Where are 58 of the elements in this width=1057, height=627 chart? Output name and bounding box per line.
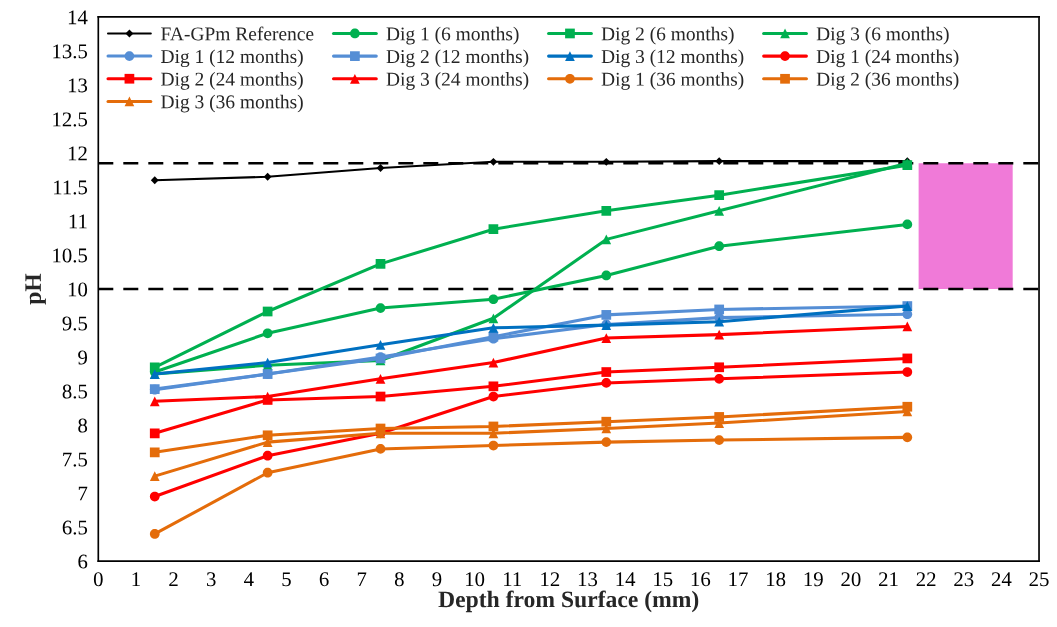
x-tick-label: 18 <box>767 572 786 587</box>
y-tick-label: 7.5 <box>63 452 88 467</box>
legend-label: Dig 3 (12 months) <box>601 49 744 68</box>
legend-label: Dig 2 (6 months) <box>601 26 734 45</box>
x-tick-label: 11 <box>504 572 521 587</box>
x-tick-label: 0 <box>93 572 103 587</box>
x-tick-label: 3 <box>206 572 216 587</box>
legend-label: Dig 1 (6 months) <box>386 26 519 45</box>
legend-label: Dig 3 (6 months) <box>816 26 949 45</box>
x-tick-label: 16 <box>691 572 711 587</box>
x-tick-label: 15 <box>654 572 673 587</box>
y-tick-label: 13 <box>68 78 88 93</box>
legend-label: Dig 1 (12 months) <box>161 49 303 68</box>
x-tick-label: 13 <box>578 572 598 587</box>
x-tick-label: 9 <box>432 572 442 587</box>
legend-label: FA-GPm Reference <box>161 26 314 41</box>
x-tick-label: 4 <box>244 572 254 587</box>
y-tick-label: 6 <box>78 554 88 569</box>
x-tick-label: 19 <box>804 572 823 587</box>
y-tick-label: 12.5 <box>53 112 88 127</box>
legend-label: Dig 2 (12 months) <box>386 49 529 68</box>
x-tick-label: 22 <box>916 572 936 587</box>
legend-label: Dig 1 (24 months) <box>816 49 959 68</box>
y-tick-label: 9.5 <box>62 316 88 331</box>
legend-label: Dig 2 (36 months) <box>816 72 959 90</box>
x-axis-title: Depth from Surface (mm) <box>438 590 699 613</box>
x-tick-label: 7 <box>357 572 367 587</box>
x-tick-label: 12 <box>541 572 560 587</box>
y-tick-label: 11.5 <box>54 180 88 195</box>
x-tick-label: 8 <box>394 572 404 587</box>
y-tick-label: 14 <box>68 10 88 25</box>
y-tick-label: 8.5 <box>62 384 88 399</box>
legend-label: Dig 1 (36 months) <box>601 72 744 90</box>
y-tick-label: 8 <box>78 418 88 433</box>
y-tick-label: 10 <box>68 282 88 297</box>
y-tick-label: 12 <box>68 146 87 161</box>
legend-label: Dig 2 (24 months) <box>161 72 303 90</box>
x-tick-label: 6 <box>319 572 329 587</box>
x-tick-label: 25 <box>1029 572 1049 587</box>
x-tick-label: 2 <box>169 572 178 587</box>
y-tick-label: 11 <box>69 214 87 229</box>
y-tick-label: 10.5 <box>53 248 88 263</box>
x-tick-label: 21 <box>879 572 898 587</box>
x-tick-label: 5 <box>282 572 291 587</box>
x-tick-label: 23 <box>954 572 974 587</box>
legend-label: Dig 3 (24 months) <box>386 72 529 90</box>
x-tick-label: 24 <box>991 572 1012 587</box>
y-tick-label: 13.5 <box>53 44 88 59</box>
legend-label: Dig 3 (36 months) <box>161 94 303 113</box>
y-axis-title: pH <box>25 273 46 305</box>
x-tick-label: 1 <box>132 572 140 587</box>
y-tick-label: 9 <box>78 350 88 365</box>
x-tick-label: 20 <box>841 572 861 587</box>
x-tick-label: 14 <box>616 572 636 587</box>
x-tick-label: 10 <box>466 572 485 587</box>
y-tick-label: 6.5 <box>62 520 88 535</box>
x-tick-label: 17 <box>729 572 748 587</box>
y-tick-label: 7 <box>78 486 88 501</box>
